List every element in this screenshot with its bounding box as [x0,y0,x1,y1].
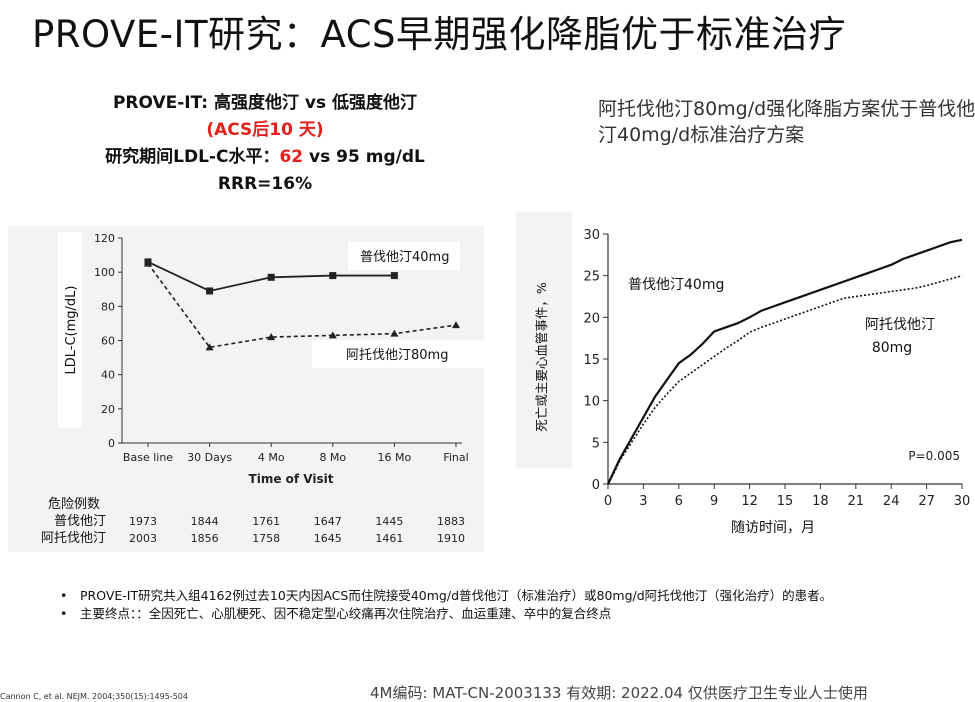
ldl-series-line-2 [147,263,457,349]
ldl-y-tick-label: 40 [101,369,115,382]
ldl-legend-box-2 [312,340,484,368]
event-x-tick-label: 9 [710,494,718,509]
event-x-tick-label: 27 [918,494,935,509]
footer-code: 4M编码: MAT-CN-2003133 有效期: 2022.04 仅供医疗卫生… [370,684,868,702]
risk-table-row-label: 阿托伐他汀 [41,531,106,546]
ldl-x-tick-label: 4 Mo [258,451,285,464]
ldl-x-tick-label: 16 Mo [378,451,412,464]
event-plot-area [572,212,974,542]
event-series-line-2 [607,274,963,485]
event-y-tick-label: 30 [583,228,600,243]
event-x-tick-label: 12 [741,494,758,509]
bullet-item-1: PROVE-IT研究共入组4162例过去10天内因ACS而住院接受40mg/d普… [60,587,940,605]
ldl-y-tick-label: 20 [101,403,115,416]
ldl-point-triangle [328,331,337,339]
risk-table-cell: 1461 [375,532,403,545]
bullet-list: PROVE-IT研究共入组4162例过去10天内因ACS而住院接受40mg/d普… [60,587,940,623]
risk-table-cell: 1761 [252,515,280,528]
event-y-axis-title: 死亡或主要心血管事件，% [534,282,549,432]
ldl-x-tick-label: 30 Days [187,451,232,464]
risk-table-cell: 1856 [191,532,219,545]
ldl-point-square [390,272,398,280]
summary-line-3-highlight: 62 [279,147,304,167]
conclusion-note: 阿托伐他汀80mg/d强化降脂方案优于普伐他汀40mg/d标准治疗方案 [598,98,975,146]
event-y-tick-label: 5 [592,436,600,451]
ldl-point-triangle [267,333,276,341]
summary-line-1: PROVE-IT: 高强度他汀 vs 低强度他汀 [112,93,418,113]
ldl-x-axis-title: Time of Visit [249,472,334,486]
event-x-tick-label: 30 [954,494,971,509]
risk-table-row-label: 普伐他汀 [54,514,106,529]
event-x-tick-label: 6 [675,494,683,509]
event-legend-label-2a: 阿托伐他汀 [865,317,935,333]
ldl-point-square [267,273,275,281]
ldl-x-tick-label: Final [443,451,468,464]
ldl-x-tick-label: Base line [123,451,173,464]
ldl-y-axis-title-box [58,232,82,428]
summary-line-4: RRR=16% [217,174,313,194]
event-y-tick-label: 10 [583,395,600,410]
summary-block: PROVE-IT: 高强度他汀 vs 低强度他汀 (ACS后10 天) 研究期间… [70,90,460,198]
event-y-tick-label: 0 [592,478,600,493]
event-legend-label-2b: 80mg [872,340,912,356]
event-legend-box-2 [830,308,970,360]
risk-table-cell: 1645 [314,532,342,545]
event-x-tick-label: 15 [777,494,794,509]
event-y-tick-label: 15 [583,353,600,368]
ldl-x-tick-label: 8 Mo [319,451,346,464]
event-x-tick-label: 21 [848,494,865,509]
slide-title: PROVE-IT研究：ACS早期强化降脂优于标准治疗 [32,13,847,56]
event-x-tick-label: 18 [812,494,829,509]
event-legend-label-1: 普伐他汀40mg [628,277,724,293]
summary-line-3: 研究期间LDL-C水平：62 vs 95 mg/dL [70,144,460,171]
event-chart: 0 5 10 15 20 25 30 0 3 6 9 12 15 18 21 24 27 30 随访时间，月 死亡或主… [534,212,974,542]
ldl-y-tick-label: 60 [101,335,115,348]
ldl-chart: 0 20 40 60 80 100 120 Base line 30 Days 4 Mo 8 Mo 1… [8,232,484,552]
event-y-tick-label: 20 [583,311,600,326]
ldl-legend-label-1: 普伐他汀40mg [360,250,449,265]
ldl-y-axis-title: LDL-C(mg/dL) [64,286,79,375]
risk-table-header: 危险例数 [48,497,100,512]
summary-line-3-prefix: 研究期间LDL-C水平： [105,147,280,167]
ldl-point-triangle [144,259,152,267]
event-series-line-1 [607,238,963,485]
ldl-series-line-1 [147,261,395,292]
risk-table-cell: 1883 [437,515,465,528]
event-y-tick-label: 25 [583,270,600,285]
risk-table-cell: 1973 [129,515,157,528]
ldl-y-tick-label: 80 [101,300,115,313]
ldl-legend-label-2: 阿托伐他汀80mg [346,348,448,363]
risk-table-cell: 1910 [437,532,465,545]
risk-table-cell: 1844 [191,515,219,528]
ldl-y-tick-label: 100 [94,266,115,279]
risk-table-cell: 1647 [314,515,342,528]
bullet-item-2: 主要终点：：全因死亡、心肌梗死、因不稳定型心绞痛再次住院治疗、血运重建、卒中的复… [60,605,940,623]
ldl-legend-box-1 [348,242,460,270]
ldl-point-square [329,272,337,280]
ldl-point-triangle [390,329,399,337]
ldl-point-square [206,287,214,295]
summary-line-2: (ACS后10 天) [206,120,324,140]
event-x-axis-title: 随访时间，月 [731,520,815,536]
risk-table-panel [8,488,484,552]
event-x-tick-label: 0 [604,494,612,509]
ldl-y-tick-label: 120 [94,232,115,245]
ldl-point-triangle [452,321,460,329]
reference-citation: Cannon C, et al. NEJM. 2004;350(15):1495… [0,692,188,701]
summary-line-3-suffix: vs 95 mg/dL [303,147,425,167]
ldl-y-tick-label: 0 [108,437,115,450]
risk-table-cell: 2003 [129,532,157,545]
event-x-tick-label: 24 [883,494,900,509]
event-x-tick-label: 3 [639,494,647,509]
ldl-point-triangle [205,343,214,351]
risk-table-cell: 1758 [252,532,280,545]
event-p-value: P=0.005 [908,449,960,463]
risk-table-cell: 1445 [375,515,403,528]
